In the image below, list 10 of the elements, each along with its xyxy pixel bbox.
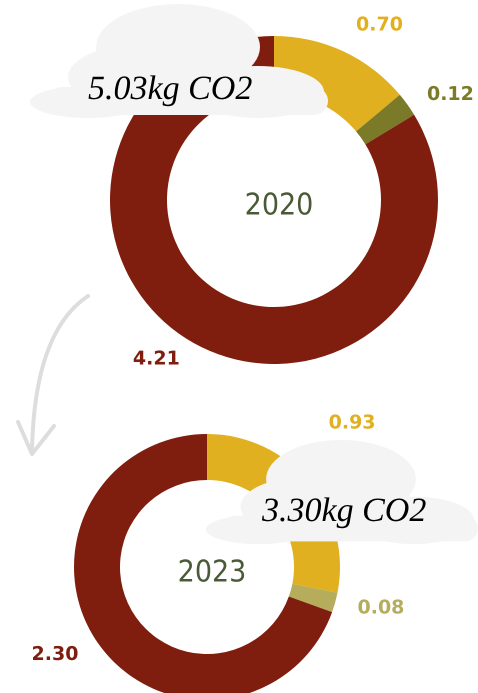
data-label: 0.12 [426, 83, 474, 106]
text: 2023 [178, 554, 246, 590]
text: 3.30kg CO2 [262, 492, 426, 530]
text: 5.03kg CO2 [88, 70, 252, 108]
data-label: 2.30 [32, 642, 78, 665]
data-label: 4.21 [132, 348, 180, 370]
data-label: 0.93 [328, 412, 376, 434]
text: 2020 [244, 188, 314, 222]
data-label: 0.70 [356, 14, 403, 36]
data-label: 0.08 [358, 596, 404, 618]
